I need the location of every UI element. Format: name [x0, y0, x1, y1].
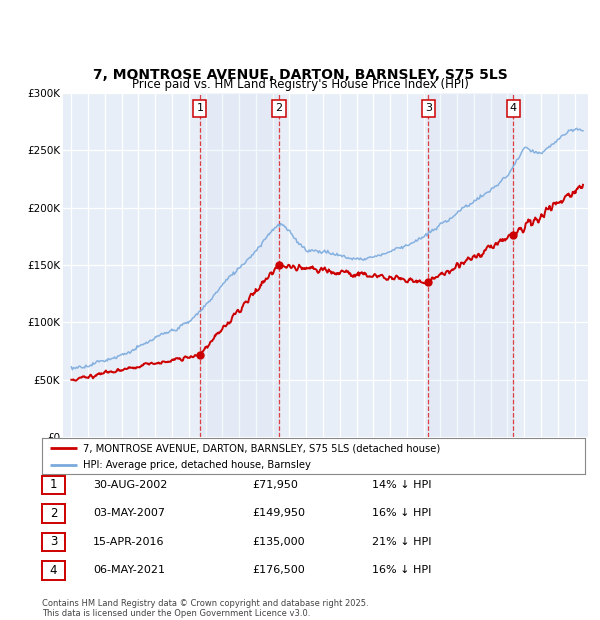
- Text: 3: 3: [50, 536, 57, 548]
- Text: £149,950: £149,950: [252, 508, 305, 518]
- Text: 21% ↓ HPI: 21% ↓ HPI: [372, 537, 431, 547]
- Text: 14% ↓ HPI: 14% ↓ HPI: [372, 480, 431, 490]
- Text: 7, MONTROSE AVENUE, DARTON, BARNSLEY, S75 5LS: 7, MONTROSE AVENUE, DARTON, BARNSLEY, S7…: [92, 68, 508, 82]
- Text: HPI: Average price, detached house, Barnsley: HPI: Average price, detached house, Barn…: [83, 460, 311, 471]
- Text: Contains HM Land Registry data © Crown copyright and database right 2025.
This d: Contains HM Land Registry data © Crown c…: [42, 599, 368, 618]
- Text: 4: 4: [510, 104, 517, 113]
- Bar: [200, 93, 279, 437]
- Text: 03-MAY-2007: 03-MAY-2007: [93, 508, 165, 518]
- Text: £176,500: £176,500: [252, 565, 305, 575]
- Text: £135,000: £135,000: [252, 537, 305, 547]
- Text: 2: 2: [50, 507, 57, 520]
- Text: 1: 1: [50, 479, 57, 491]
- Text: 3: 3: [425, 104, 432, 113]
- Text: 1: 1: [196, 104, 203, 113]
- Text: £71,950: £71,950: [252, 480, 298, 490]
- Text: 15-APR-2016: 15-APR-2016: [93, 537, 164, 547]
- Text: 06-MAY-2021: 06-MAY-2021: [93, 565, 165, 575]
- Text: 16% ↓ HPI: 16% ↓ HPI: [372, 565, 431, 575]
- Text: Price paid vs. HM Land Registry's House Price Index (HPI): Price paid vs. HM Land Registry's House …: [131, 78, 469, 91]
- Text: 16% ↓ HPI: 16% ↓ HPI: [372, 508, 431, 518]
- Text: 30-AUG-2002: 30-AUG-2002: [93, 480, 167, 490]
- Bar: [428, 93, 514, 437]
- Text: 7, MONTROSE AVENUE, DARTON, BARNSLEY, S75 5LS (detached house): 7, MONTROSE AVENUE, DARTON, BARNSLEY, S7…: [83, 443, 440, 453]
- Text: 2: 2: [275, 104, 283, 113]
- Text: 4: 4: [50, 564, 57, 577]
